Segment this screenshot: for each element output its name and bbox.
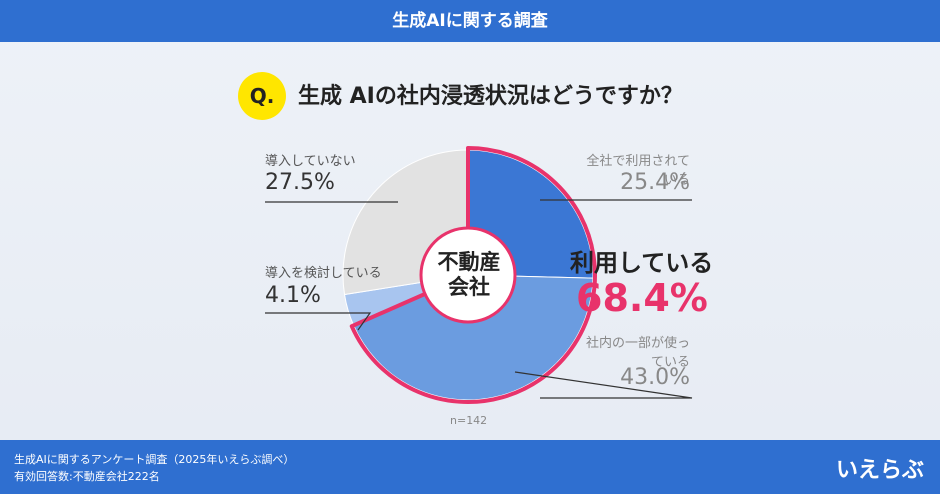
highlight-value: 68.4% bbox=[576, 276, 708, 320]
footer-line: 有効回答数:不動産会社222名 bbox=[14, 470, 160, 483]
leader-line bbox=[514, 371, 693, 399]
footer: 生成AIに関するアンケート調査（2025年いえらぶ調べ） 有効回答数:不動産会社… bbox=[0, 440, 940, 494]
category-label: 導入していない bbox=[265, 154, 356, 169]
slice bbox=[352, 274, 594, 401]
sample-note: n=142 bbox=[450, 414, 488, 427]
question-marker: Q. bbox=[238, 72, 286, 120]
leader-line bbox=[265, 312, 372, 331]
center-label: 不動産会社 bbox=[437, 250, 501, 299]
value-label: 27.5% bbox=[265, 170, 335, 195]
highlight-outline bbox=[349, 146, 597, 404]
category-label: 導入を検討している bbox=[265, 266, 382, 281]
value-label: 25.4% bbox=[620, 170, 690, 195]
header-title: 生成AIに関する調査 bbox=[0, 0, 940, 42]
value-label: 4.1% bbox=[265, 283, 321, 308]
highlight-label: 利用している bbox=[570, 249, 714, 277]
center-circle bbox=[419, 226, 517, 324]
value-label: 43.0% bbox=[620, 365, 690, 390]
category-label: 社内の一部が使っている bbox=[585, 336, 690, 370]
question-text: 生成 AIの社内浸透状況はどうですか？ bbox=[298, 84, 683, 109]
category-label: 全社で利用されている bbox=[586, 154, 690, 188]
footer-line: 生成AIに関するアンケート調査（2025年いえらぶ調べ） bbox=[14, 453, 295, 466]
logo: いえらぶ bbox=[835, 458, 924, 483]
